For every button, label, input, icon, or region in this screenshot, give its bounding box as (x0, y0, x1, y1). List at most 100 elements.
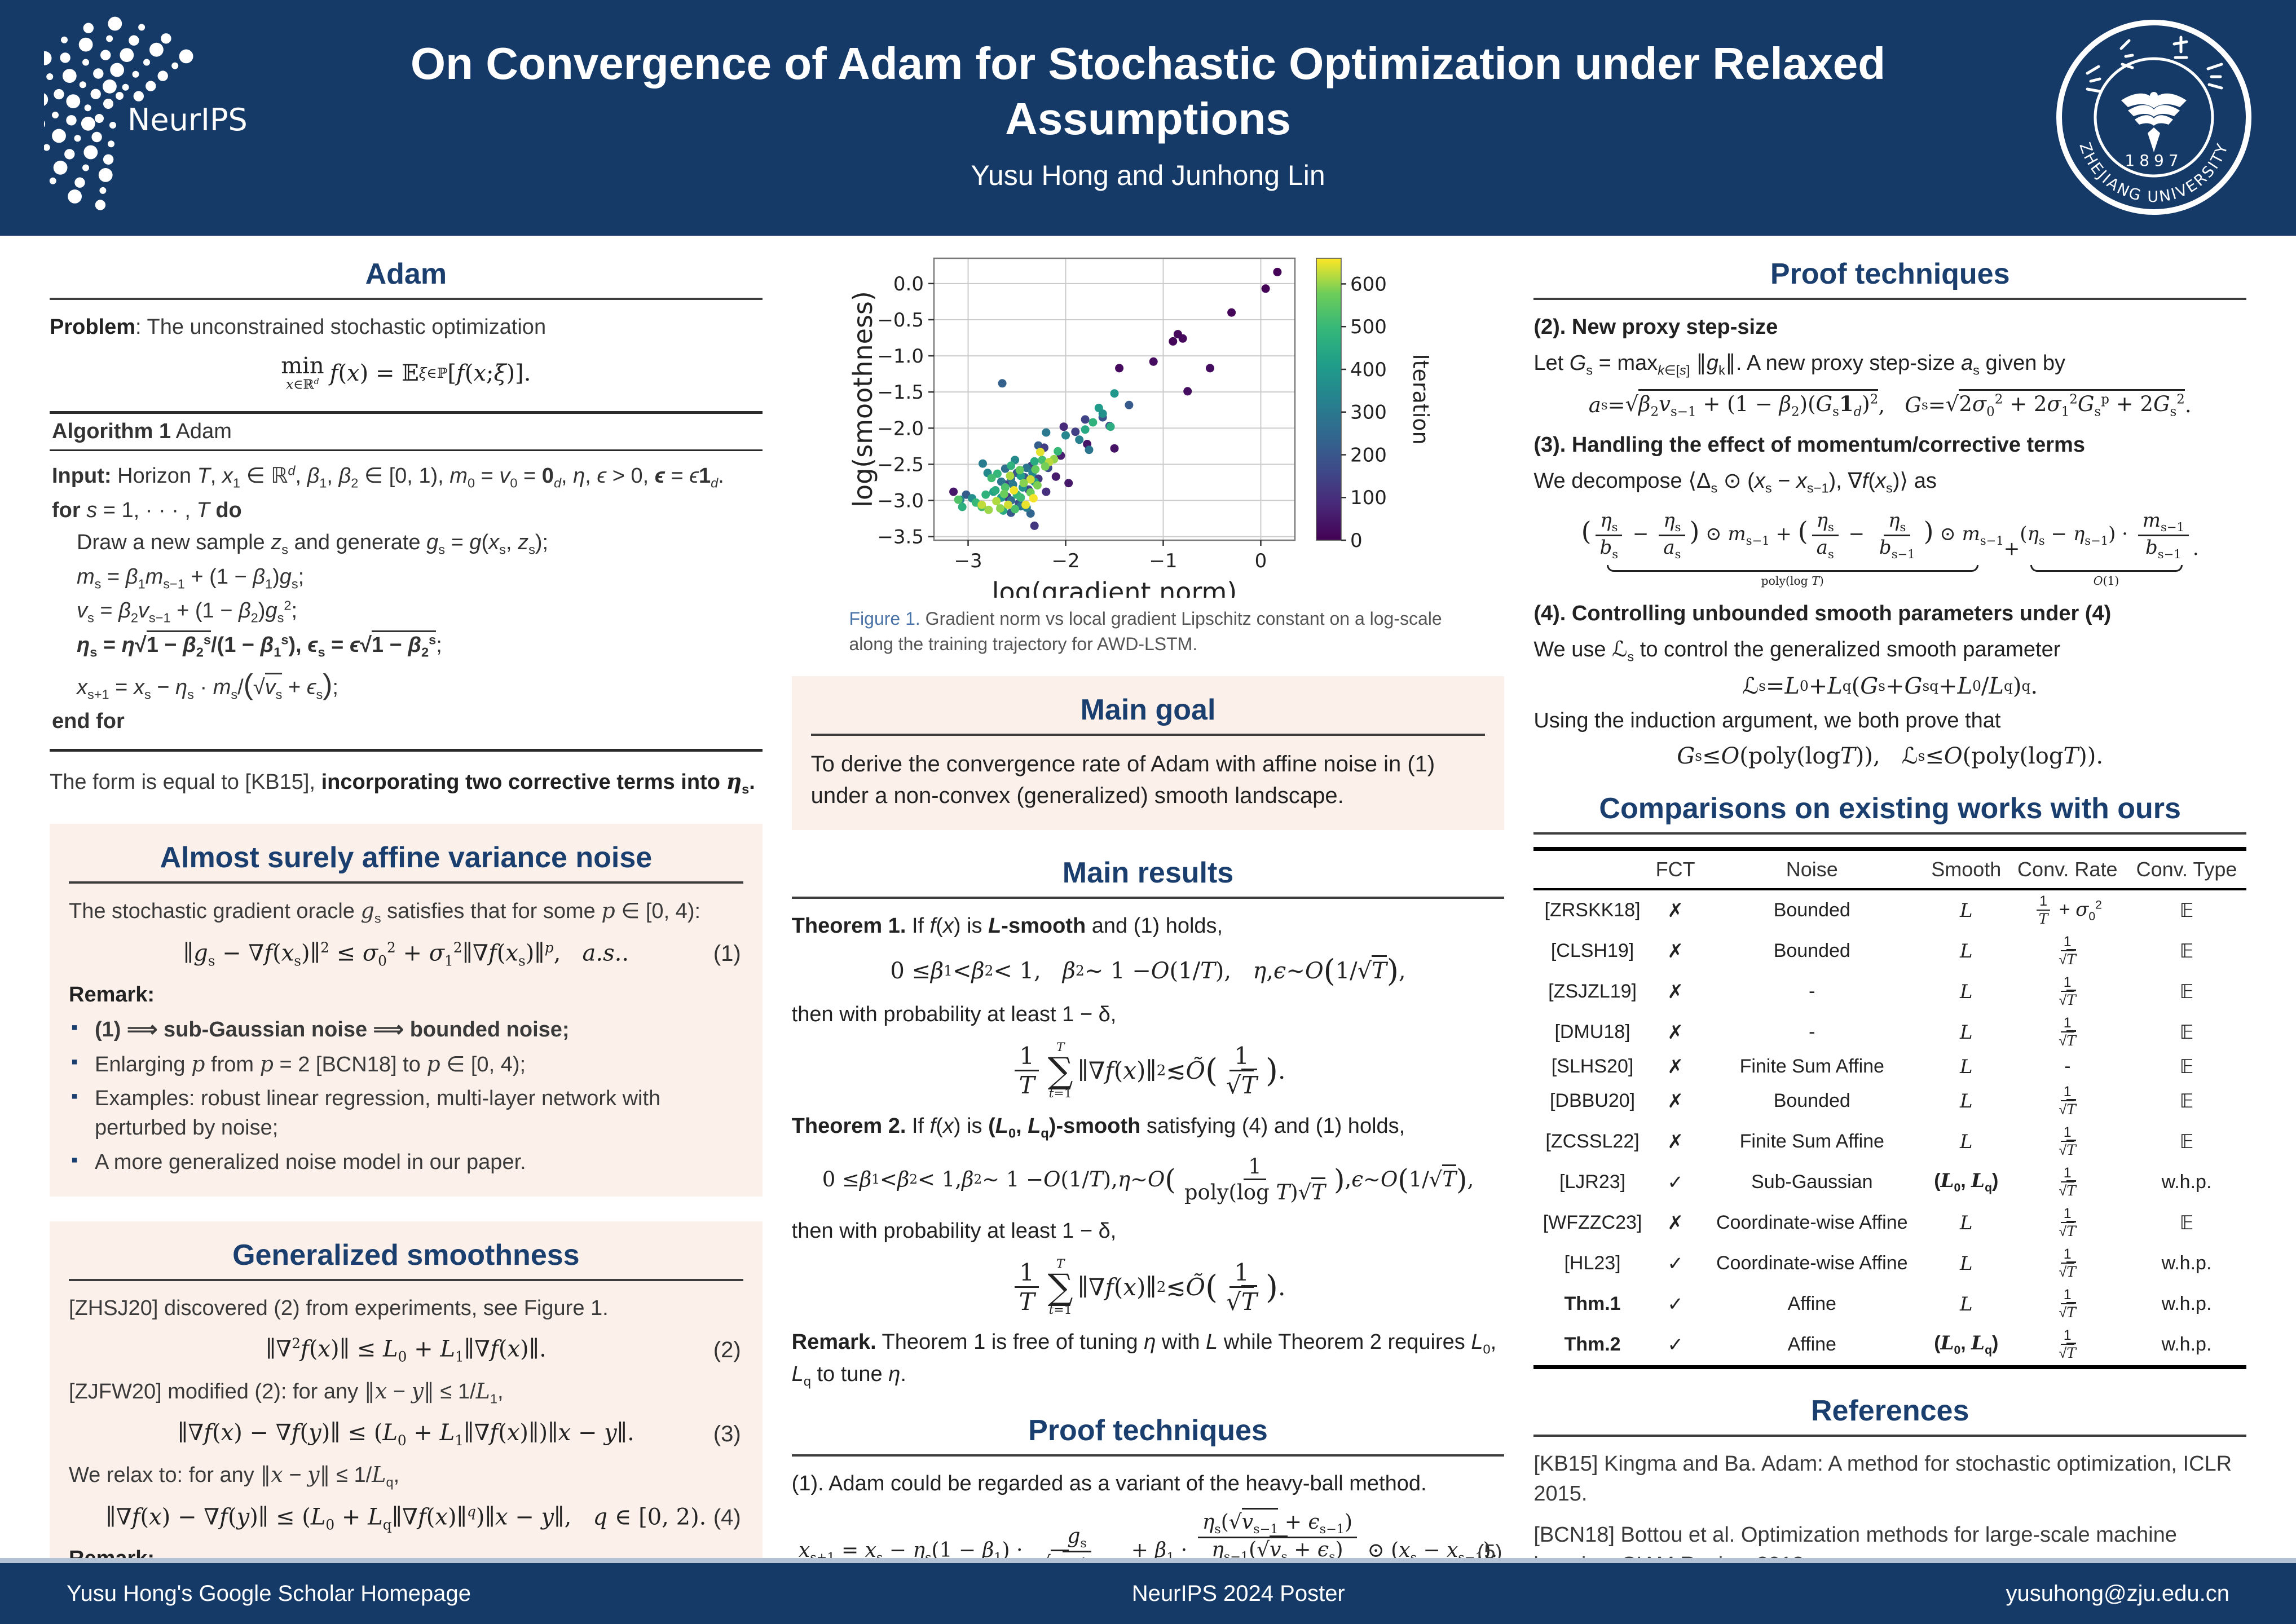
table-cell-smooth: L (1960, 939, 1973, 963)
table-cell-cite: [ZSJZL19] (1548, 981, 1637, 1003)
table-cell-fct: ✓ (1667, 1171, 1684, 1193)
zju-year: 1897 (2125, 151, 2183, 170)
table-cell-type: 𝔼 (2179, 899, 2194, 921)
table-cell-cite: [ZRSKK18] (1544, 899, 1641, 921)
svg-text:−2: −2 (1051, 550, 1079, 572)
svg-text:600: 600 (1350, 273, 1387, 295)
table-cell-noise: Bounded (1773, 940, 1850, 962)
table-cell-noise: Coordinate-wise Affine (1716, 1212, 1908, 1234)
footer-divider (0, 1558, 2296, 1563)
svg-text:500: 500 (1350, 316, 1387, 338)
table-cell-rate: 1 √T (2059, 1124, 2076, 1159)
svg-text:300: 300 (1350, 401, 1387, 424)
table-cell-fct: ✓ (1667, 1293, 1684, 1315)
footer-event: NeurIPS 2024 Poster (1131, 1581, 1345, 1606)
table-cell-fct: ✗ (1667, 1021, 1684, 1043)
references-list: [KB15] Kingma and Ba. Adam: A method for… (1533, 1449, 2246, 1558)
table-row: [DBBU20] ✗ Bounded L 1 √T 𝔼 (1533, 1081, 2246, 1122)
svg-text:100: 100 (1350, 487, 1387, 509)
table-cell-type: w.h.p. (2161, 1252, 2212, 1274)
table-cell-smooth: L (1960, 899, 1973, 922)
svg-text:−3.0: −3.0 (877, 489, 924, 512)
section-title-main-results: Main results (1062, 857, 1234, 890)
svg-text:−1.0: −1.0 (877, 345, 924, 368)
table-cell-noise: Bounded (1773, 899, 1850, 921)
proof-point-2-text: Let Gs = maxk∈[s] ∥gk∥. A new proxy step… (1533, 351, 2066, 378)
noise-remark-label: Remark: (69, 982, 155, 1007)
svg-text:−1.5: −1.5 (877, 381, 924, 404)
table-cell-rate: - (2064, 1056, 2071, 1078)
table-cell-type: w.h.p. (2161, 1293, 2212, 1315)
algorithm-line: Input: Horizon T, x1 ∈ ℝd, β1, β2 ∈ [0, … (52, 463, 724, 491)
table-column-header: FCT (1651, 849, 1700, 890)
algorithm-line: for s = 1, · · · , T do (52, 498, 242, 522)
table-cell-smooth: L (1960, 1252, 1973, 1275)
main-goal-text: To derive the convergence rate of Adam w… (810, 751, 1435, 809)
table-row: Thm.2 ✓ Affine (L0, Lq) 1 √T w.h.p. (1533, 1325, 2246, 1367)
svg-text:log(smoothness): log(smoothness) (849, 291, 878, 508)
table-cell-type: w.h.p. (2161, 1334, 2212, 1356)
table-cell-noise: Coordinate-wise Affine (1716, 1252, 1908, 1274)
divider (50, 298, 763, 300)
zju-logo: 1897 ZHEJIANG UNIVERSITY (2056, 20, 2251, 215)
proof-point-4-text2: Using the induction argument, we both pr… (1533, 708, 2001, 732)
proof-point-2-title: (2). New proxy step-size (1533, 315, 1778, 339)
proof-point-3-text: We decompose ⟨Δs ⊙ (xs − xs−1), ∇f(xs)⟩ … (1533, 469, 1937, 496)
section-title-proof-col2: Proof techniques (1028, 1414, 1268, 1447)
divider (1533, 298, 2247, 300)
table-cell-cite: Thm.2 (1564, 1334, 1621, 1356)
table-column-header: Smooth (1924, 849, 2008, 890)
poster-footer: Yusu Hong's Google Scholar Homepage Neur… (0, 1563, 2296, 1624)
adam-problem: Problem: The unconstrained stochastic op… (50, 315, 547, 339)
comparison-table: FCT Noise Smooth Conv. Rate Conv. Type [ZRSK… (1533, 846, 2247, 1369)
smooth-equation-3: ∥∇f(x) − ∇f(y)∥ ≤ (L0 + L1∥∇f(x)∥)∥x − y… (177, 1419, 741, 1449)
table-row: [HL23] ✓ Coordinate-wise Affine L 1 √T w.h.p. (1533, 1243, 2246, 1284)
table-cell-type: 𝔼 (2179, 1021, 2194, 1043)
equation-5: xs+1 = xs − ηs(1 − β1) · gs√vs + ϵs + β1… (792, 1507, 1505, 1558)
bullet-item: A more generalized noise model in our pa… (69, 1147, 743, 1177)
footer-scholar-link[interactable]: Yusu Hong's Google Scholar Homepage (67, 1581, 471, 1606)
poster-header: NeurIPS On Convergence of Adam for Stoch… (0, 0, 2296, 236)
reference-item: [KB15] Kingma and Ba. Adam: A method for… (1533, 1451, 2232, 1506)
table-cell-fct: ✗ (1667, 981, 1684, 1003)
svg-text:−1: −1 (1149, 550, 1177, 572)
section-title-comparisons: Comparisons on existing works with ours (1599, 792, 2181, 825)
table-row: [ZCSSL22] ✗ Finite Sum Affine L 1 √T 𝔼 (1533, 1122, 2246, 1162)
svg-text:0: 0 (1254, 550, 1267, 572)
table-cell-noise: Bounded (1773, 1090, 1850, 1112)
table-column-header: Noise (1699, 849, 1925, 890)
table-cell-cite: [WFZZC23] (1543, 1212, 1642, 1234)
table-row: Thm.1 ✓ Affine L 1 √T w.h.p. (1533, 1284, 2246, 1325)
table-cell-cite: [DBBU20] (1549, 1090, 1636, 1112)
table-row: [ZSJZL19] ✗ - L 1 √T 𝔼 (1533, 972, 2246, 1012)
bullet-item: Examples: robust linear regression, mult… (69, 1083, 743, 1142)
table-cell-smooth: (L0, Lq) (1934, 1170, 1999, 1195)
algorithm-line: ms = β1ms−1 + (1 − β1)gs; (77, 564, 305, 592)
table-cell-type: 𝔼 (2179, 940, 2194, 962)
table-cell-type: 𝔼 (2179, 1090, 2194, 1112)
footer-email-link[interactable]: yusuhong@zju.edu.cn (2006, 1581, 2229, 1606)
table-cell-fct: ✗ (1667, 1212, 1684, 1234)
noise-equation-1: ∥gs − ∇f(xs)∥2 ≤ σ02 + σ12∥∇f(xs)∥p, a.s… (183, 939, 741, 969)
theorem-2-then: then with probability at least 1 − δ, (791, 1219, 1117, 1243)
table-cell-fct: ✗ (1667, 1056, 1684, 1078)
table-row: [SLHS20] ✗ Finite Sum Affine L - 𝔼 (1533, 1053, 2246, 1081)
table-cell-cite: [LJR23] (1559, 1171, 1626, 1193)
column-3: Proof techniques (2). New proxy step-siz… (1533, 240, 2247, 1558)
table-cell-fct: ✗ (1667, 899, 1684, 921)
table-cell-rate: 1 √T (2059, 974, 2076, 1009)
svg-text:400: 400 (1350, 359, 1387, 381)
smooth-equation-4: ∥∇f(x) − ∇f(y)∥ ≤ (L0 + Lq∥∇f(x)∥q)∥x − … (105, 1503, 741, 1533)
table-cell-fct: ✗ (1667, 1090, 1684, 1112)
table-cell-rate: 1 √T (2059, 1286, 2076, 1321)
theorem-2: Theorem 2. If f(x) is (L0, Lq)-smooth sa… (791, 1114, 1405, 1141)
section-title-references: References (1810, 1394, 1969, 1427)
algorithm-line: Draw a new sample zs and generate gs = g… (77, 530, 549, 557)
svg-text:−2.5: −2.5 (877, 453, 924, 476)
divider (69, 1279, 743, 1282)
